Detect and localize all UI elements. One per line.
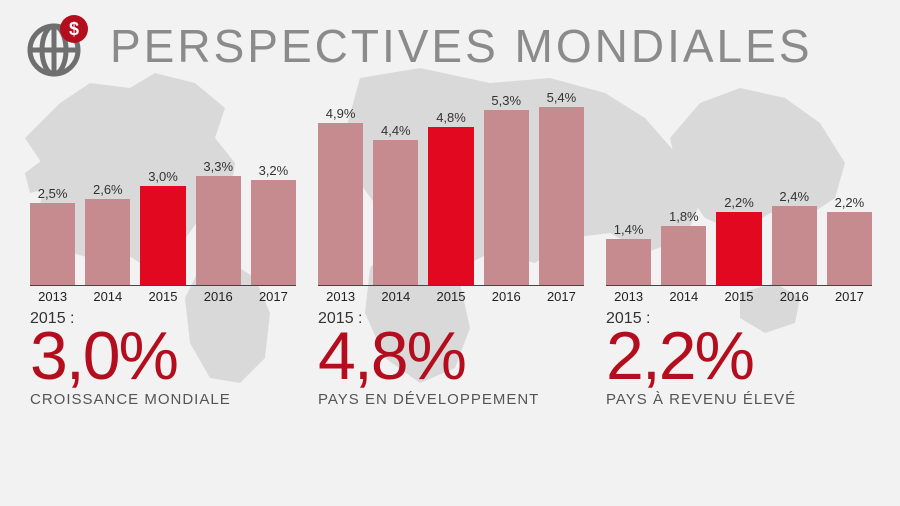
- bar-2016: 2,4%: [772, 189, 817, 285]
- bar-value-label: 4,8%: [436, 110, 466, 125]
- chart-developing: 4,9% 4,4% 4,8% 5,3% 5,4% 2013 2014 2015 2016 2017…: [318, 86, 584, 408]
- bar-rect: [827, 212, 872, 285]
- big-number: 2,2%: [606, 326, 872, 387]
- big-number: 3,0%: [30, 326, 296, 387]
- bar-rect: [661, 226, 706, 285]
- bar-value-label: 2,6%: [93, 182, 123, 197]
- bar-2014: 1,8%: [661, 209, 706, 285]
- bar-rect: [484, 110, 529, 285]
- year-row: 2013 2014 2015 2016 2017: [606, 286, 872, 304]
- year-label: 2017: [539, 289, 584, 304]
- bar-value-label: 3,0%: [148, 169, 178, 184]
- year-label: 2016: [484, 289, 529, 304]
- year-label: 2016: [772, 289, 817, 304]
- bar-value-label: 2,5%: [38, 186, 68, 201]
- bar-rect: [196, 176, 241, 285]
- bar-value-label: 3,2%: [259, 163, 289, 178]
- year-label: 2013: [606, 289, 651, 304]
- bars-area: 4,9% 4,4% 4,8% 5,3% 5,4%: [318, 86, 584, 286]
- bar-rect: [373, 140, 418, 285]
- year-label: 2013: [318, 289, 363, 304]
- year-label: 2015: [428, 289, 473, 304]
- bar-rect: [140, 186, 185, 285]
- bar-2013: 4,9%: [318, 106, 363, 285]
- bar-value-label: 5,4%: [547, 90, 577, 105]
- year-row: 2013 2014 2015 2016 2017: [30, 286, 296, 304]
- bar-rect: [85, 199, 130, 285]
- big-number: 4,8%: [318, 326, 584, 387]
- bar-value-label: 2,4%: [779, 189, 809, 204]
- chart-highincome: 1,4% 1,8% 2,2% 2,4% 2,2% 2013 2014 2015 2016 2017…: [606, 86, 872, 408]
- bars-area: 2,5% 2,6% 3,0% 3,3% 3,2%: [30, 86, 296, 286]
- bar-2015: 4,8%: [428, 110, 473, 285]
- bar-value-label: 2,2%: [835, 195, 865, 210]
- bar-2015: 2,2%: [716, 195, 761, 285]
- bar-2017: 5,4%: [539, 90, 584, 285]
- year-label: 2015: [140, 289, 185, 304]
- bar-value-label: 1,4%: [614, 222, 644, 237]
- bar-rect: [716, 212, 761, 285]
- bar-2014: 2,6%: [85, 182, 130, 285]
- bar-rect: [428, 127, 473, 285]
- year-label: 2016: [196, 289, 241, 304]
- bar-2015: 3,0%: [140, 169, 185, 285]
- bars-area: 1,4% 1,8% 2,2% 2,4% 2,2%: [606, 86, 872, 286]
- bar-rect: [251, 180, 296, 285]
- bar-value-label: 4,9%: [326, 106, 356, 121]
- bar-2013: 1,4%: [606, 222, 651, 285]
- svg-text:$: $: [69, 19, 79, 39]
- chart-world: 2,5% 2,6% 3,0% 3,3% 3,2% 2013 2014 2015 2016 2017…: [30, 86, 296, 408]
- globe-dollar-icon: $: [24, 14, 96, 78]
- bar-rect: [30, 203, 75, 285]
- bar-2017: 2,2%: [827, 195, 872, 285]
- bar-rect: [772, 206, 817, 285]
- bar-rect: [606, 239, 651, 285]
- bar-2016: 5,3%: [484, 93, 529, 285]
- chart-caption: PAYS À REVENU ÉLEVÉ: [606, 387, 872, 408]
- bar-value-label: 3,3%: [203, 159, 233, 174]
- year-label: 2017: [827, 289, 872, 304]
- bar-value-label: 4,4%: [381, 123, 411, 138]
- year-label: 2015: [716, 289, 761, 304]
- bar-value-label: 1,8%: [669, 209, 699, 224]
- bar-2017: 3,2%: [251, 163, 296, 285]
- bar-rect: [318, 123, 363, 285]
- year-label: 2013: [30, 289, 75, 304]
- bar-2016: 3,3%: [196, 159, 241, 285]
- bar-2013: 2,5%: [30, 186, 75, 285]
- year-label: 2017: [251, 289, 296, 304]
- chart-caption: PAYS EN DÉVELOPPEMENT: [318, 387, 584, 408]
- bar-2014: 4,4%: [373, 123, 418, 285]
- year-label: 2014: [373, 289, 418, 304]
- year-label: 2014: [85, 289, 130, 304]
- bar-rect: [539, 107, 584, 285]
- chart-caption: CROISSANCE MONDIALE: [30, 387, 296, 408]
- page-title: PERSPECTIVES MONDIALES: [110, 19, 813, 73]
- year-row: 2013 2014 2015 2016 2017: [318, 286, 584, 304]
- bar-value-label: 2,2%: [724, 195, 754, 210]
- bar-value-label: 5,3%: [491, 93, 521, 108]
- year-label: 2014: [661, 289, 706, 304]
